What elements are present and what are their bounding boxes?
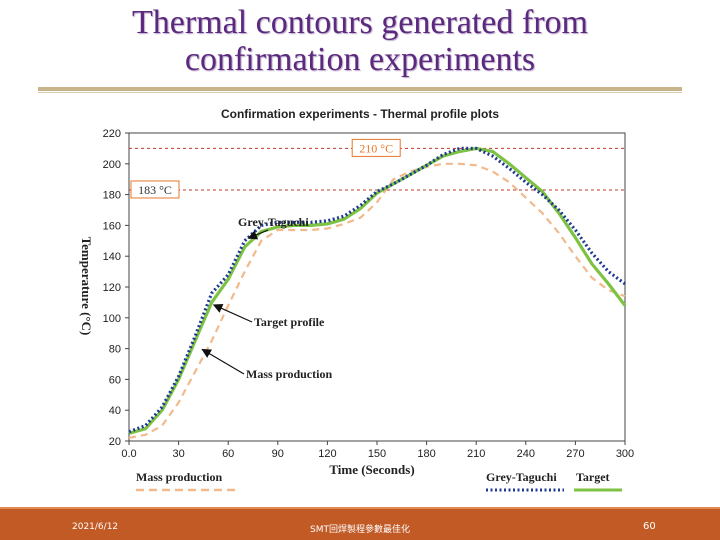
reference-lines: 210 °C 183 °C <box>129 138 625 199</box>
slide-title: Thermal contours generated from confirma… <box>0 4 720 78</box>
y-tick-label: 120 <box>103 282 121 294</box>
footer-date: 2021/6/12 <box>72 522 119 532</box>
reference-label: 210 °C <box>359 141 393 155</box>
y-axis-ticks: 20 40 60 80 100 120 140 160 180 200 220 <box>103 128 129 448</box>
annotation-label: Grey-Taguchi <box>238 215 309 229</box>
x-tick-label: 240 <box>517 448 535 460</box>
reference-label-box <box>351 138 401 157</box>
x-tick-label: 270 <box>566 448 584 460</box>
annotation-arrow <box>212 304 253 323</box>
footer-center-text: SMT回焊製程參數最佳化 <box>310 525 410 535</box>
series-layer <box>128 146 627 439</box>
slide-title-line-1: Thermal contours generated from <box>132 4 588 41</box>
x-tick-label: 30 <box>172 448 184 460</box>
y-tick-label: 160 <box>103 220 121 232</box>
annotation-label: Target profile <box>254 315 325 329</box>
plot-area <box>128 132 626 442</box>
footer-strip <box>0 507 720 509</box>
x-tick-label: 90 <box>272 448 284 460</box>
title-divider <box>38 87 682 91</box>
legend-label-grey-taguchi: Grey-Taguchi <box>486 470 557 484</box>
annotation-layer: Grey-Taguchi Target profile Mass productio… <box>201 215 332 381</box>
y-tick-label: 220 <box>103 128 121 140</box>
slide-title-line-2: confirmation experiments <box>184 41 536 78</box>
series-line-grey-taguchi <box>128 146 626 434</box>
annotation-arrow <box>201 348 245 375</box>
legend: Mass production Grey-Taguchi Target <box>136 470 622 492</box>
series-line-target <box>128 146 627 435</box>
title-divider-thin <box>38 92 682 93</box>
x-tick-label: 150 <box>368 448 386 460</box>
y-tick-label: 200 <box>103 159 121 171</box>
x-tick-label: 0.0 <box>121 448 136 460</box>
y-tick-label: 180 <box>103 190 121 202</box>
y-tick-label: 40 <box>109 405 121 417</box>
thermal-profile-chart: Confirmation experiments - Thermal profi… <box>79 107 634 492</box>
y-axis-label: Temperature (°C) <box>79 237 94 336</box>
x-axis-ticks: 0.0 30 60 90 120 150 180 210 240 270 300 <box>121 441 634 460</box>
legend-label-target: Target <box>576 470 610 484</box>
y-tick-label: 140 <box>103 251 121 263</box>
series-line-mass-production <box>128 162 626 439</box>
y-tick-label: 60 <box>109 374 121 386</box>
footer-page-number: 60 <box>643 521 656 532</box>
y-tick-label: 20 <box>109 436 121 448</box>
annotation-arrow <box>247 229 269 240</box>
legend-label-mass-production: Mass production <box>136 470 222 484</box>
y-tick-label: 100 <box>103 313 121 325</box>
reference-label-box <box>130 180 180 199</box>
x-tick-label: 120 <box>318 448 336 460</box>
annotation-label: Mass production <box>246 367 332 381</box>
x-tick-label: 180 <box>417 448 435 460</box>
chart-title: Confirmation experiments - Thermal profi… <box>221 107 499 121</box>
x-tick-label: 300 <box>616 448 634 460</box>
footer-bar <box>0 509 720 540</box>
x-tick-label: 60 <box>222 448 234 460</box>
x-tick-label: 210 <box>467 448 485 460</box>
reference-label: 183 °C <box>138 183 172 197</box>
y-tick-label: 80 <box>109 344 121 356</box>
x-axis-label: Time (Seconds) <box>329 462 414 477</box>
